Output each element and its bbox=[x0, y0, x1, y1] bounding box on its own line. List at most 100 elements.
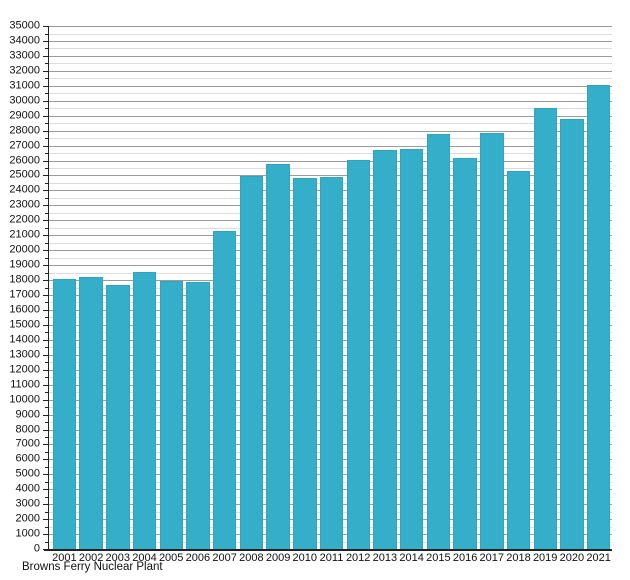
y-axis-tick bbox=[45, 63, 48, 65]
bar-2004 bbox=[132, 271, 157, 549]
x-axis-tick-label: 2004 bbox=[132, 552, 157, 564]
x-axis-tick-label: 2014 bbox=[399, 552, 424, 564]
y-axis-tick bbox=[45, 197, 48, 199]
y-axis-tick-label: 26000 bbox=[9, 154, 40, 166]
y-axis-tick bbox=[43, 384, 48, 386]
y-axis-tick-label: 0 bbox=[33, 542, 40, 555]
y-axis-tick bbox=[43, 489, 48, 491]
x-axis-tick-label: 2018 bbox=[506, 552, 531, 564]
y-axis-tick bbox=[43, 444, 48, 446]
y-axis-tick-label: 17000 bbox=[9, 288, 40, 301]
y-axis-tick bbox=[43, 70, 48, 72]
y-axis-tick-label: 32000 bbox=[9, 64, 40, 77]
y-axis-tick bbox=[43, 474, 48, 476]
y-axis-tick bbox=[45, 138, 48, 140]
y-axis-tick bbox=[45, 287, 48, 289]
y-axis-tick bbox=[43, 55, 48, 57]
major-gridline bbox=[48, 145, 612, 147]
y-axis-tick-label: 4000 bbox=[15, 482, 40, 495]
bar-2020 bbox=[560, 119, 584, 549]
major-gridline bbox=[48, 70, 612, 72]
bar-2008 bbox=[239, 176, 264, 549]
minor-gridline bbox=[48, 78, 612, 80]
y-axis-tick bbox=[43, 175, 48, 177]
bar-2006 bbox=[186, 281, 210, 549]
y-axis-tick-label: 14000 bbox=[9, 333, 40, 346]
y-axis-tick-label: 7000 bbox=[15, 437, 40, 450]
y-axis-tick bbox=[45, 481, 48, 483]
major-gridline bbox=[48, 130, 612, 132]
minor-gridline bbox=[48, 108, 612, 110]
y-axis-tick bbox=[45, 541, 48, 543]
y-axis-tick bbox=[43, 399, 48, 401]
y-axis-tick-label: 13000 bbox=[9, 348, 40, 361]
y-axis-tick bbox=[45, 93, 48, 95]
x-axis-tick-label: 2003 bbox=[105, 552, 131, 564]
major-gridline bbox=[48, 100, 612, 102]
y-axis-tick-label: 21000 bbox=[9, 228, 40, 241]
y-axis-tick bbox=[43, 369, 48, 371]
major-gridline bbox=[48, 26, 612, 27]
major-gridline bbox=[48, 85, 612, 87]
y-axis-tick-label: 19000 bbox=[9, 258, 40, 271]
y-axis-tick bbox=[43, 504, 48, 506]
minor-gridline bbox=[48, 48, 612, 50]
y-axis-tick bbox=[45, 153, 48, 154]
y-axis-tick bbox=[43, 100, 48, 102]
y-axis-line bbox=[48, 26, 49, 550]
y-axis-tick bbox=[45, 168, 48, 169]
bar-2014 bbox=[399, 149, 424, 549]
y-axis-tick-label: 30000 bbox=[9, 94, 40, 107]
x-axis-tick-label: 2002 bbox=[78, 552, 104, 564]
y-axis-tick bbox=[45, 257, 48, 259]
x-axis-tick-label: 2007 bbox=[212, 552, 237, 564]
y-axis-tick bbox=[43, 190, 48, 192]
bar-2012 bbox=[346, 159, 370, 549]
x-axis-tick-label: 2008 bbox=[239, 552, 264, 564]
chart-footer-label: Browns Ferry Nuclear Plant bbox=[22, 561, 163, 573]
y-axis-tick bbox=[43, 534, 48, 536]
y-axis-tick bbox=[45, 362, 48, 364]
y-axis-tick-label: 16000 bbox=[9, 303, 40, 316]
y-axis-tick bbox=[45, 332, 48, 334]
y-axis-tick bbox=[45, 272, 48, 274]
y-axis-tick bbox=[45, 466, 48, 468]
y-axis-tick bbox=[43, 295, 48, 296]
bar-2001 bbox=[52, 278, 77, 549]
plot-area bbox=[48, 26, 612, 549]
y-axis-tick bbox=[43, 309, 48, 311]
y-axis-tick bbox=[45, 302, 48, 304]
bar-2018 bbox=[506, 170, 531, 549]
x-axis-tick-label: 2006 bbox=[185, 552, 211, 564]
y-axis-tick bbox=[45, 436, 48, 438]
bar-2010 bbox=[293, 178, 317, 549]
y-axis-tick bbox=[45, 317, 48, 319]
major-gridline bbox=[48, 160, 612, 162]
x-axis-line bbox=[44, 549, 612, 551]
y-axis-tick bbox=[45, 33, 48, 35]
y-axis-tick bbox=[43, 339, 48, 341]
y-axis-tick bbox=[43, 205, 48, 207]
y-axis-tick bbox=[45, 407, 48, 408]
minor-gridline bbox=[48, 138, 612, 140]
y-axis-tick-label: 31000 bbox=[9, 79, 40, 92]
y-axis-tick bbox=[43, 250, 48, 252]
bar-2005 bbox=[159, 280, 183, 549]
x-axis-tick-label: 2012 bbox=[345, 552, 371, 564]
y-axis-tick bbox=[43, 145, 48, 147]
y-axis-tick-label: 11000 bbox=[10, 378, 40, 391]
y-axis-tick bbox=[45, 48, 48, 50]
y-axis-tick-label: 1000 bbox=[15, 527, 40, 540]
major-gridline bbox=[48, 115, 612, 117]
x-axis-tick-label: 2009 bbox=[265, 552, 291, 564]
x-axis-tick-label: 2011 bbox=[319, 552, 344, 564]
y-axis-tick-label: 18000 bbox=[9, 273, 40, 286]
y-axis-tick-label: 10000 bbox=[9, 393, 40, 406]
y-axis-tick-label: 27000 bbox=[9, 139, 40, 151]
y-axis-tick-label: 5000 bbox=[15, 467, 40, 480]
major-gridline bbox=[48, 175, 612, 177]
y-axis-tick bbox=[43, 235, 48, 237]
y-axis-tick bbox=[45, 242, 48, 244]
y-axis-tick bbox=[43, 280, 48, 281]
y-axis-tick-label: 9000 bbox=[15, 408, 40, 420]
